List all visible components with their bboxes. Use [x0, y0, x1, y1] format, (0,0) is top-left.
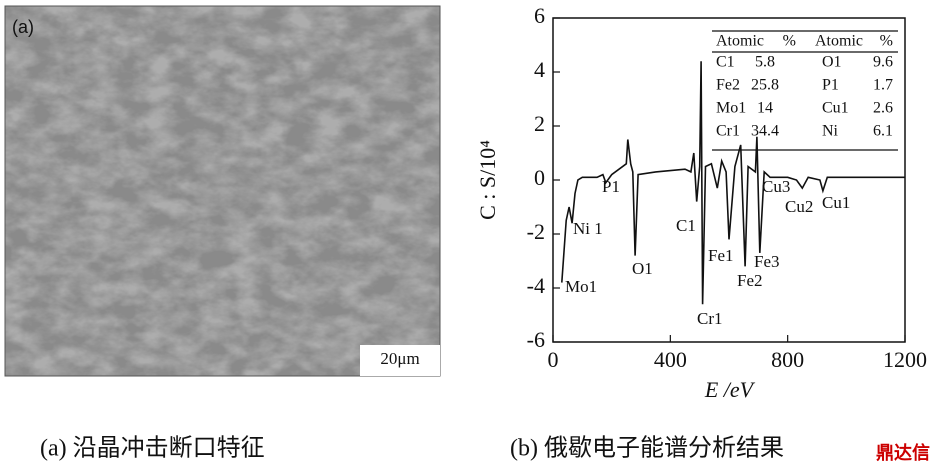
table-cell: 14 [757, 100, 773, 117]
peak-label: Fe2 [737, 271, 763, 290]
table-cell: O1 [822, 54, 842, 71]
sem-image [4, 5, 441, 377]
table-cell: Mo1 [716, 100, 746, 117]
x-tick-label: 0 [548, 347, 559, 372]
table-cell: 1.7 [873, 77, 893, 94]
x-axis-label: E /eV [704, 377, 756, 402]
table-cell: 2.6 [873, 100, 893, 117]
table-header: Atomic [716, 33, 764, 50]
table-header: Atomic [815, 33, 863, 50]
peak-label: O1 [632, 259, 653, 278]
y-tick-label: 0 [534, 165, 545, 190]
table-cell: Cr1 [716, 123, 740, 140]
peak-label: Cu1 [822, 193, 850, 212]
table-cell: 25.8 [751, 77, 779, 94]
caption-b: (b) 俄歇电子能谱分析结果 [510, 435, 784, 462]
peak-label: Mo1 [565, 277, 597, 296]
peak-label: Cr1 [697, 309, 723, 328]
y-tick-label: 4 [534, 57, 545, 82]
table-header: % [880, 33, 893, 50]
table-cell: Fe2 [716, 77, 740, 94]
table-cell: 6.1 [873, 123, 893, 140]
table-cell: C1 [716, 54, 735, 71]
peak-label: Fe3 [754, 252, 780, 271]
table-cell: Ni [822, 123, 839, 140]
table-cell: Cu1 [822, 100, 849, 117]
spectrum-line [561, 61, 905, 305]
peak-label: Cu2 [785, 197, 813, 216]
peak-label: Ni 1 [573, 219, 603, 238]
y-tick-label: -6 [527, 327, 545, 352]
table-header: % [783, 33, 796, 50]
panel-label: (a) [12, 17, 34, 37]
caption-a: (a) 沿晶冲击断口特征 [40, 435, 265, 462]
peak-label: Cu3 [762, 177, 790, 196]
table-cell: 34.4 [751, 123, 779, 140]
table-cell: 5.8 [755, 54, 775, 71]
watermark: 鼎达信 [876, 442, 930, 463]
y-tick-label: 2 [534, 111, 545, 136]
y-tick-label: 6 [534, 3, 545, 28]
table-cell: 9.6 [873, 54, 893, 71]
x-tick-label: 800 [771, 347, 804, 372]
peak-label: C1 [676, 216, 696, 235]
y-tick-label: -2 [527, 219, 545, 244]
y-tick-label: -4 [527, 273, 545, 298]
table-cell: P1 [822, 77, 839, 94]
scale-bar: 20μm [380, 349, 419, 368]
peak-label: P1 [602, 177, 620, 196]
y-axis-label: C : S/10⁴ [475, 140, 500, 220]
peak-label: Fe1 [708, 246, 734, 265]
x-tick-label: 400 [654, 347, 687, 372]
x-tick-label: 1200 [883, 347, 927, 372]
